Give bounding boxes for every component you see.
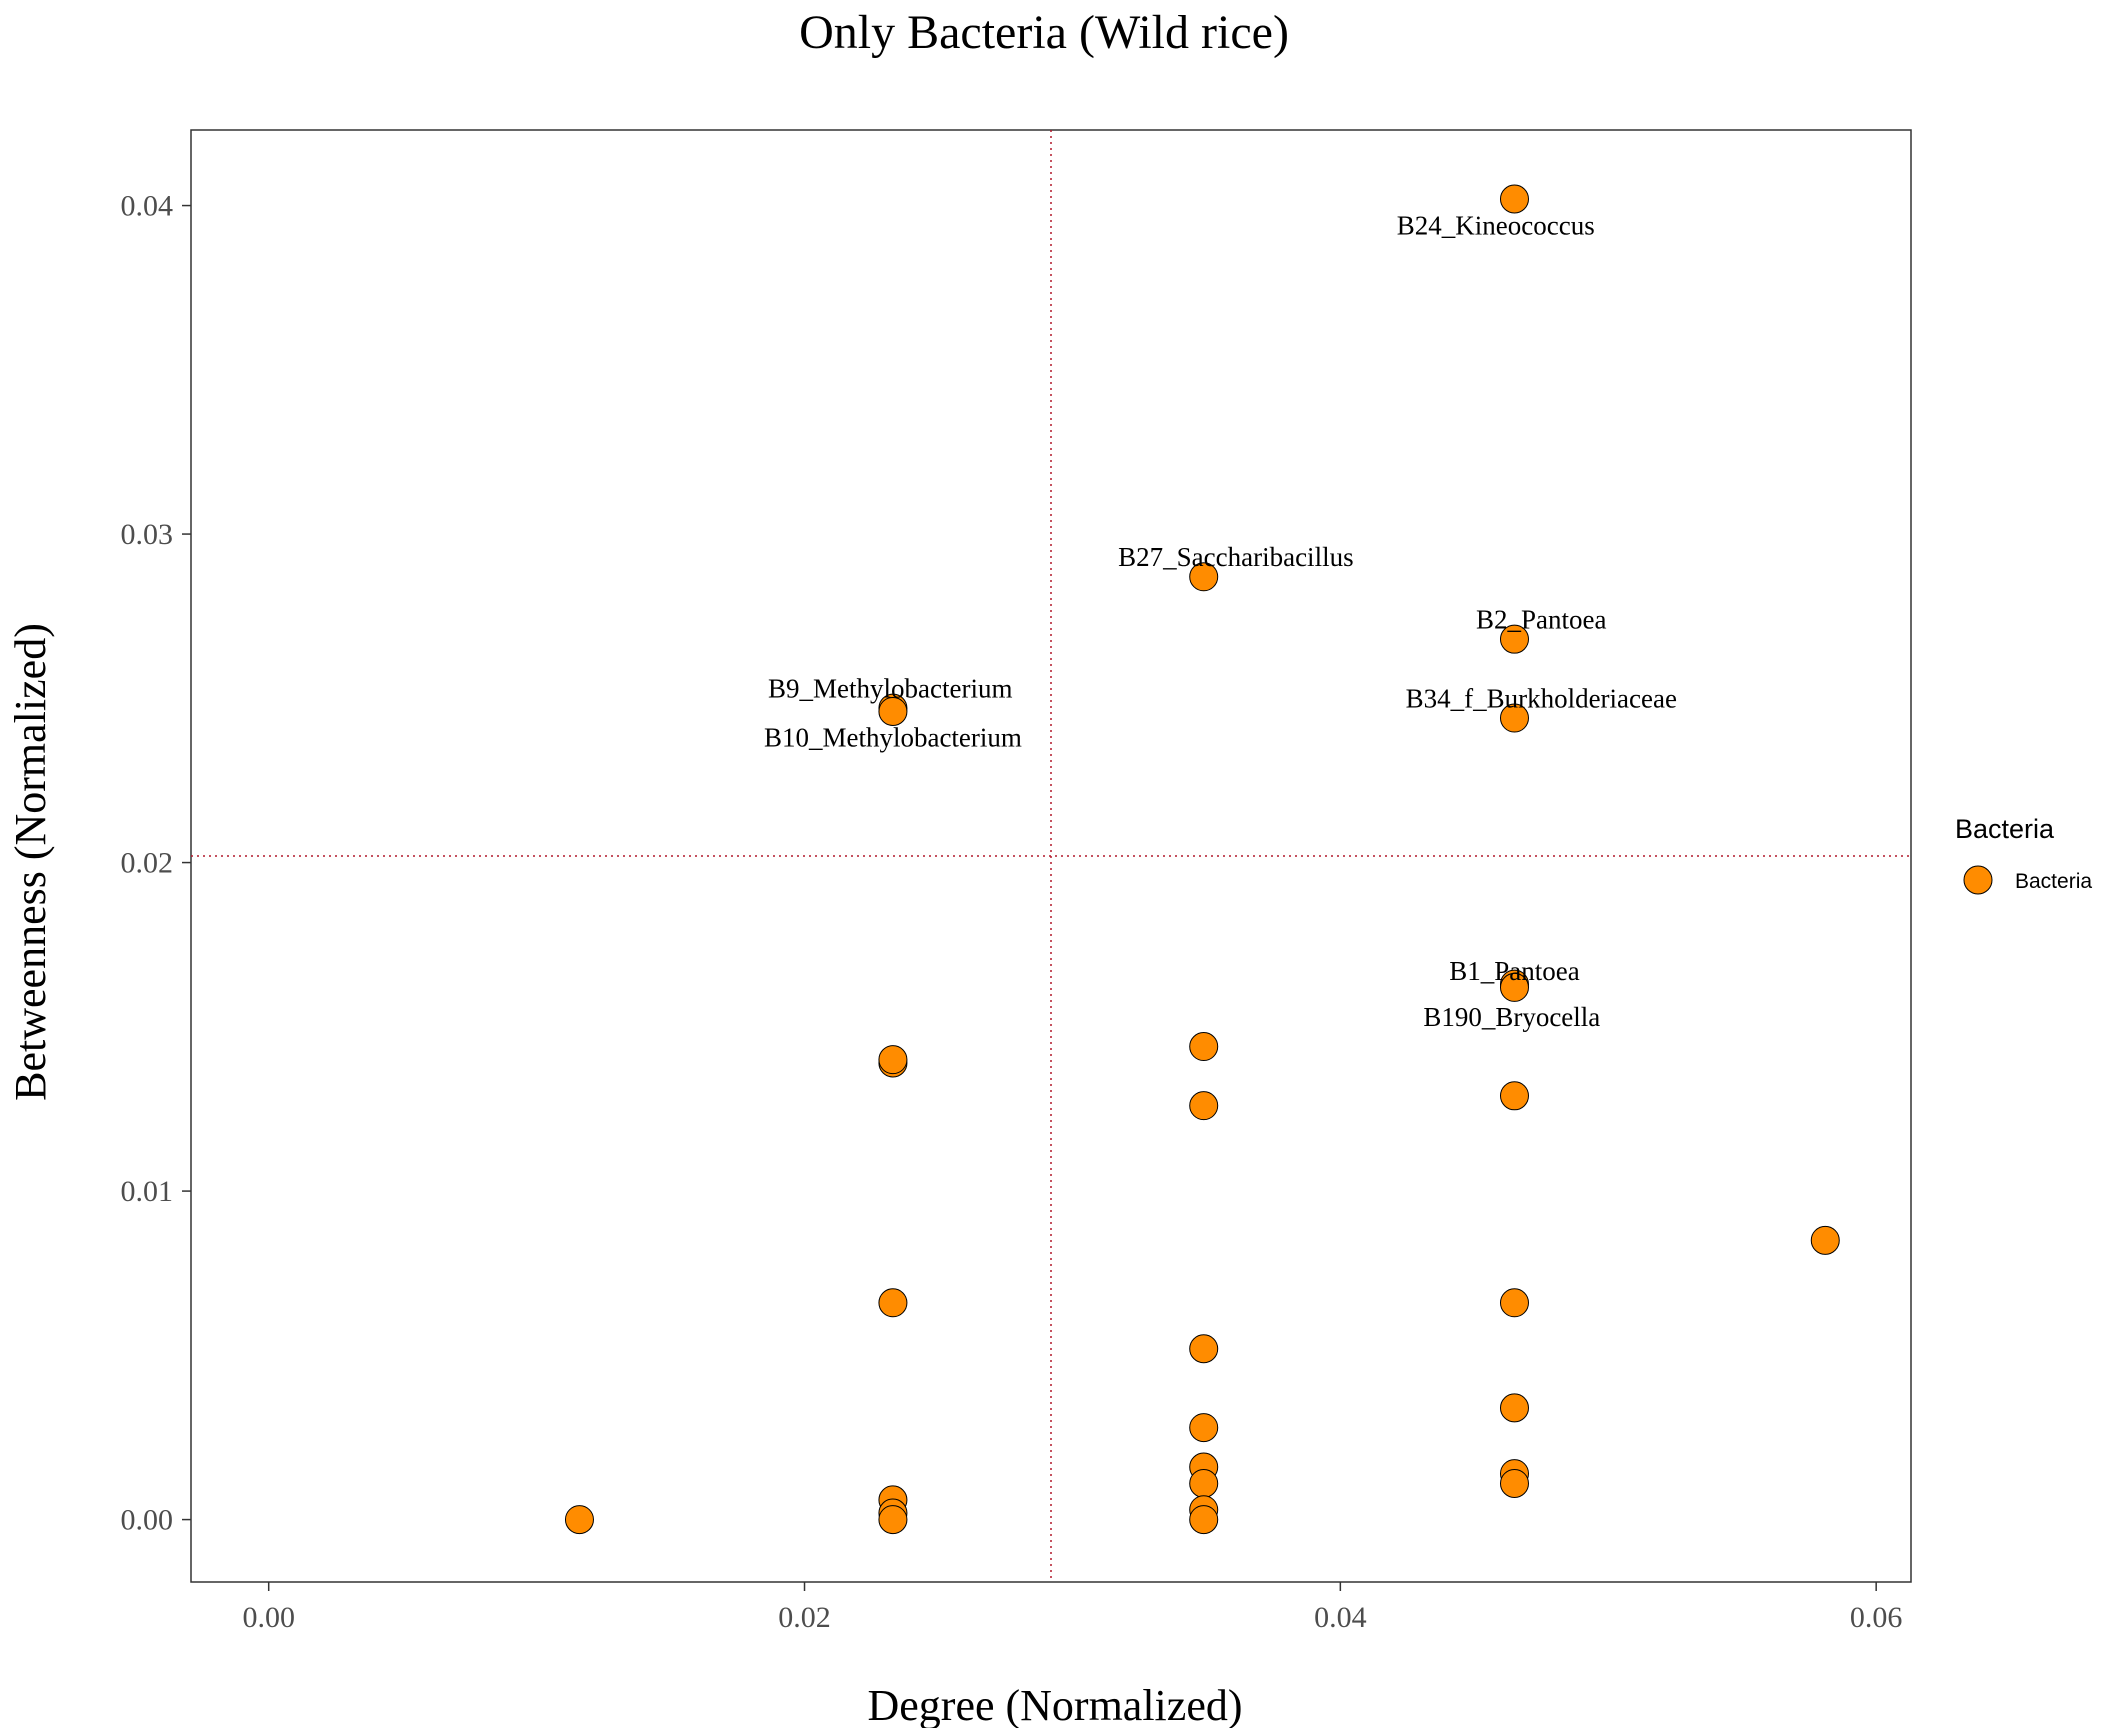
legend-title: Bacteria [1955,814,2055,844]
data-point [1189,1334,1219,1364]
x-axis: 0.00 0.02 0.04 0.06 [242,1582,1902,1634]
data-point [1499,703,1529,733]
data-point [1499,184,1529,214]
data-point [1499,1468,1529,1498]
point-label: B9_Methylobacterium [768,673,1012,703]
data-point [1189,1413,1219,1443]
data-point [1189,562,1219,592]
legend-label-bacteria: Bacteria [2015,870,2092,893]
x-tick-label: 0.04 [1314,1601,1367,1634]
y-tick-label: 0.00 [121,1504,174,1537]
plot-panel: B24_Kineococcus B27_Saccharibacillus B2_Pa… [190,129,1912,1583]
data-point [1499,972,1529,1002]
y-axis-title: Betweenness (Normalized) [6,623,55,1101]
point-label: B1_Pantoea [1449,956,1579,986]
data-point [1499,1081,1529,1111]
x-tick-label: 0.00 [242,1601,295,1634]
point-label: B34_f_Burkholderiaceae [1406,683,1677,713]
legend-key-bacteria [1963,865,1993,895]
data-point [1499,624,1529,654]
reference-lines [191,130,1911,1582]
data-point [1499,1393,1529,1423]
data-point [878,696,908,726]
y-tick-label: 0.04 [121,190,174,223]
point-label: B2_Pantoea [1476,604,1606,634]
data-point [1189,1091,1219,1121]
data-point [564,1505,594,1535]
x-tick-label: 0.02 [778,1601,831,1634]
point-label: B24_Kineococcus [1397,210,1595,240]
legend: Bacteria Bacteria [1955,814,2092,895]
data-point [1810,1225,1840,1255]
data-point [1499,1288,1529,1318]
y-tick-label: 0.03 [121,518,174,551]
point-label: B190_Bryocella [1423,1002,1600,1032]
data-point [1189,1032,1219,1062]
x-tick-label: 0.06 [1850,1601,1903,1634]
point-label: B27_Saccharibacillus [1118,542,1353,572]
point-label: B10_Methylobacterium [764,723,1022,753]
y-tick-label: 0.01 [121,1175,174,1208]
data-point [878,1288,908,1318]
data-point [1189,1468,1219,1498]
data-point [878,1045,908,1075]
chart-title: Only Bacteria (Wild rice) [799,6,1289,59]
y-tick-label: 0.02 [121,847,174,880]
y-axis: 0.00 0.01 0.02 0.03 0.04 [121,190,191,1537]
data-point [878,1505,908,1535]
x-axis-title: Degree (Normalized) [867,1681,1242,1728]
data-point [1189,1505,1219,1535]
points-layer [564,184,1840,1535]
point-labels-layer: B24_Kineococcus B27_Saccharibacillus B2_Pa… [764,210,1677,1032]
